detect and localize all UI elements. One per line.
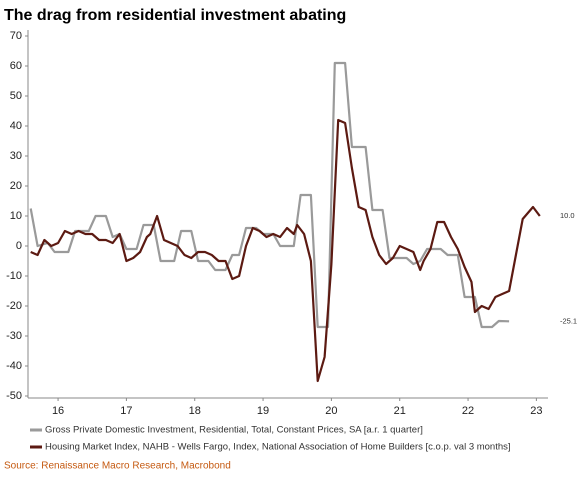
y-tick-label: 40 (10, 120, 22, 132)
series-line (30, 118, 541, 383)
y-tick-label: 60 (10, 60, 22, 72)
end-label: -25.1 (560, 316, 577, 325)
y-tick-label: 30 (10, 150, 22, 162)
x-tick-label: 17 (120, 405, 132, 417)
legend-label: Housing Market Index, NAHB - Wells Fargo… (45, 442, 511, 453)
x-tick-label: 21 (394, 405, 406, 417)
y-tick-label: 70 (10, 30, 22, 42)
y-tick-label: 0 (16, 240, 22, 252)
source: Source: Renaissance Macro Research, Macr… (4, 461, 231, 472)
chart-title: The drag from residential investment aba… (4, 7, 346, 24)
x-tick-label: 19 (257, 405, 269, 417)
end-label: 10.0 (560, 211, 575, 220)
y-tick-label: 50 (10, 90, 22, 102)
y-tick-label: -30 (6, 330, 22, 342)
x-tick-label: 16 (52, 405, 64, 417)
y-tick-label: -20 (6, 300, 22, 312)
x-tick-label: 20 (325, 405, 337, 417)
legend-label: Gross Private Domestic Investment, Resid… (45, 425, 423, 436)
y-tick-label: -50 (6, 390, 22, 402)
series-line (29, 61, 510, 329)
y-tick-label: 20 (10, 180, 22, 192)
x-tick-label: 18 (189, 405, 201, 417)
y-tick-label: -10 (6, 270, 22, 282)
y-tick-label: -40 (6, 360, 22, 372)
y-tick-label: 10 (10, 210, 22, 222)
x-tick-label: 22 (462, 405, 474, 417)
x-tick-label: 23 (530, 405, 542, 417)
